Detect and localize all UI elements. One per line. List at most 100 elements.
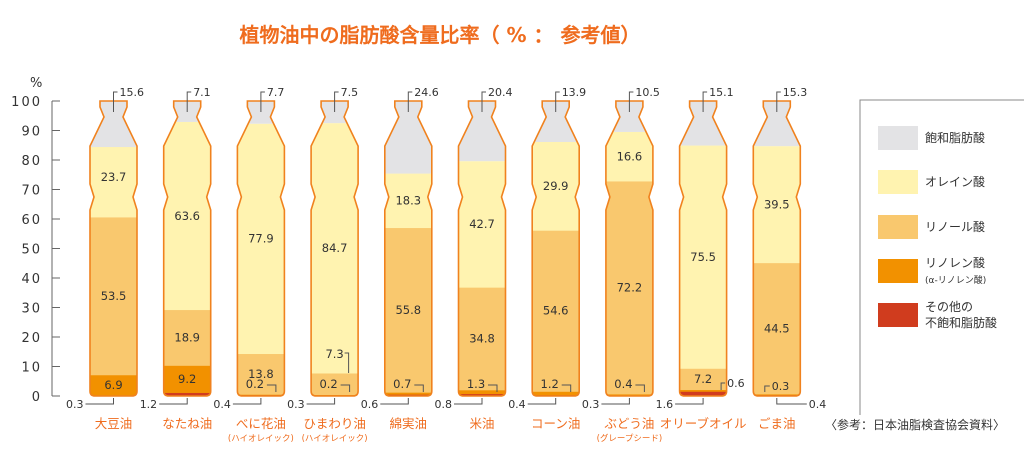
leader-line <box>764 385 770 392</box>
bottle-outline <box>384 100 433 397</box>
label-saturated: 15.1 <box>702 86 734 112</box>
data-label-linoleic: 7.2 <box>694 372 712 386</box>
segment-4 <box>90 147 137 218</box>
data-label-oleic: 23.7 <box>101 170 127 184</box>
bottle-fill <box>384 101 432 396</box>
leader-line <box>380 398 409 405</box>
leader-line <box>414 384 424 392</box>
legend-swatch <box>878 126 918 150</box>
label-other: 0.4 <box>213 398 262 411</box>
segment-3 <box>753 262 801 395</box>
data-label-linoleic: 13.8 <box>248 367 274 381</box>
leader-line <box>635 384 645 392</box>
data-label-linoleic: 55.8 <box>395 303 421 317</box>
data-label: 15.3 <box>783 86 808 99</box>
category-label: ひまわり油 <box>303 416 366 431</box>
segment-3 <box>311 372 359 396</box>
data-label-oleic: 63.6 <box>174 209 200 223</box>
data-label-linolenic: 0.4 <box>614 377 632 391</box>
leader-line <box>340 384 351 392</box>
data-label: 7.5 <box>341 86 359 99</box>
bottle-1: 15.6 0.3 23.7 53.5 6.9 大豆油 <box>66 86 144 431</box>
data-label: 0.6 <box>361 398 379 411</box>
data-label-linolenic: 6.9 <box>104 378 122 392</box>
segment-3 <box>532 230 580 392</box>
y-tick-label: 80 <box>21 154 42 169</box>
bottle-5: 24.6 0.6 18.3 55.8 0.7 綿実油 <box>361 86 439 431</box>
bottle-10: 15.3 0.4 39.5 44.5 0.3 ごま油 <box>752 86 826 431</box>
category-sublabel: (ハイオレイック) <box>228 434 294 444</box>
leader-line <box>776 398 807 405</box>
segment-2 <box>90 374 137 396</box>
y-tick-label: 0 <box>32 390 42 405</box>
chart-title: 植物油中の脂肪酸含量比率（ % ： 参考値） <box>240 23 641 47</box>
leader-line <box>344 352 350 373</box>
data-label-oleic: 18.3 <box>395 194 421 208</box>
category-label: コーン油 <box>531 416 580 431</box>
data-label-linolenic: 9.2 <box>178 372 196 386</box>
label-saturated: 10.5 <box>628 86 660 112</box>
leader-line <box>488 384 498 392</box>
data-label-linolenic: 0.2 <box>246 377 264 391</box>
data-label-oleic: 29.9 <box>543 179 569 193</box>
data-label: 7.1 <box>193 86 211 99</box>
bottle-4: 7.5 0.3 84.7 7.3 0.2 ひまわり油 (ハイオレイック) <box>287 86 367 444</box>
bottle-outline <box>89 100 138 397</box>
bottle-outline <box>457 100 507 397</box>
y-tick-label: 30 <box>21 302 42 317</box>
y-tick-label: 90 <box>21 125 42 140</box>
bottle-fill <box>163 101 211 396</box>
segment-2 <box>605 393 653 396</box>
data-label-linolenic: 0.6 <box>727 377 745 390</box>
leader-line <box>113 91 118 112</box>
segment-1 <box>679 391 727 396</box>
category-label: なたね油 <box>162 416 212 431</box>
label-other: 0.8 <box>435 398 483 411</box>
data-label-oleic: 39.5 <box>764 197 790 211</box>
y-tick-label: 40 <box>21 272 42 287</box>
segment-3 <box>163 309 211 366</box>
y-tick-label: 20 <box>21 331 42 346</box>
segment-2 <box>458 389 506 395</box>
label-saturated: 13.9 <box>555 86 587 112</box>
segment-4 <box>532 142 580 231</box>
data-label-linolenic: 0.7 <box>393 377 411 391</box>
leader-line <box>702 91 708 112</box>
legend-item: リノレン酸 (α-リノレン酸) <box>878 255 986 286</box>
segment-3 <box>605 180 653 395</box>
category-label: ぶどう油 <box>604 416 654 431</box>
y-tick-label: 60 <box>21 213 42 228</box>
data-label-oleic: 84.7 <box>322 241 348 255</box>
leader-line <box>561 384 572 392</box>
segment-3 <box>458 287 506 391</box>
category-label: べに花油 <box>236 416 286 431</box>
segment-4 <box>163 121 211 311</box>
y-tick-label: 10 <box>21 361 42 376</box>
leader-line <box>601 398 630 405</box>
bottle-outline <box>162 100 212 397</box>
legend-swatch <box>878 303 918 327</box>
bottle-outline <box>752 100 802 397</box>
bottle-7: 13.9 0.4 29.9 54.6 1.2 コーン油 <box>508 86 586 431</box>
leader-line <box>675 398 704 405</box>
data-label: 7.7 <box>267 86 285 99</box>
data-label-linolenic: 0.3 <box>772 380 790 393</box>
label-other: 0.6 <box>361 398 409 411</box>
bottle-outline <box>310 100 359 397</box>
leader-line <box>720 382 726 390</box>
data-label: 24.6 <box>414 86 439 99</box>
data-label: 20.4 <box>488 86 513 99</box>
data-label-linoleic: 18.9 <box>174 330 200 344</box>
label-saturated: 7.7 <box>260 86 285 112</box>
label-other: 0.3 <box>582 398 630 411</box>
segment-3 <box>237 353 285 395</box>
data-label: 13.9 <box>562 86 587 99</box>
label-saturated: 15.3 <box>776 86 808 112</box>
data-label: 15.1 <box>709 86 734 99</box>
segment-4 <box>384 173 432 229</box>
y-axis: 0 10 20 30 40 50 60 70 80 90 100 <box>11 95 60 405</box>
legend-item: リノール酸 <box>878 215 985 239</box>
data-label: 15.6 <box>120 86 145 99</box>
category-label: オリーブオイル <box>660 416 747 431</box>
